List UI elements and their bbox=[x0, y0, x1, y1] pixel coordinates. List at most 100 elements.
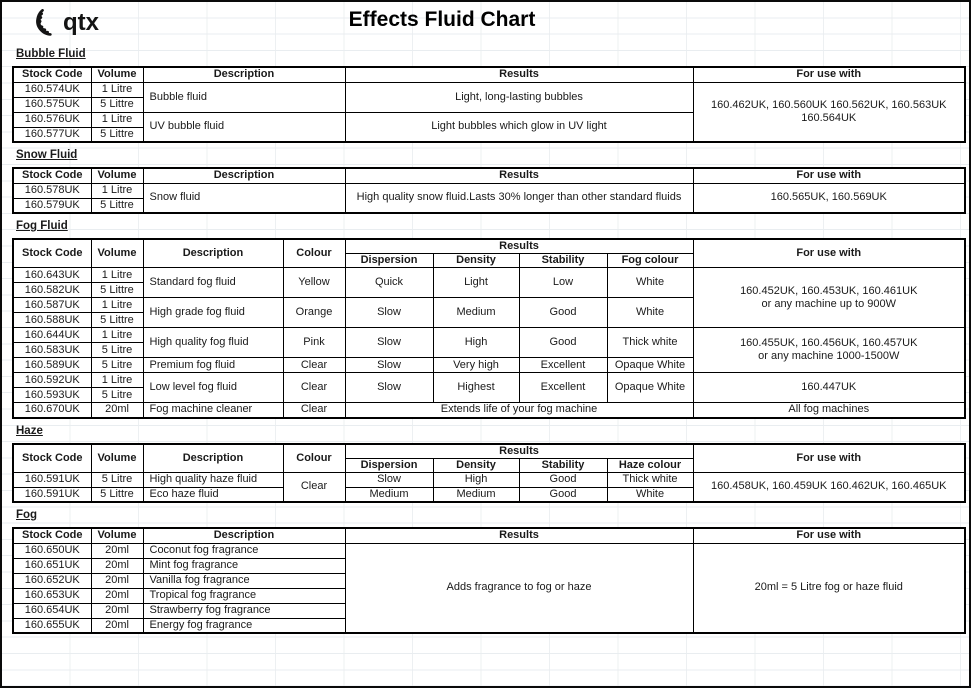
column-header-cell: Stability bbox=[518, 457, 608, 473]
column-header-cell: Results bbox=[344, 238, 694, 254]
table-cell: Low level fog fluid bbox=[142, 372, 284, 403]
section-label: Fog bbox=[16, 509, 38, 521]
table-cell: Coconut fog fragrance bbox=[142, 542, 346, 559]
table-cell: 160.574UK bbox=[12, 81, 92, 98]
section-label: Haze bbox=[16, 424, 43, 437]
table-cell: 20ml = 5 Litre fog or haze fluid bbox=[692, 542, 966, 634]
table-cell: 160.654UK bbox=[12, 602, 92, 619]
table-cell: 160.591UK bbox=[12, 486, 92, 503]
table-cell: 1 Litre bbox=[90, 297, 144, 313]
table-cell: 20ml bbox=[90, 617, 144, 634]
column-header-cell: Stock Code bbox=[12, 167, 92, 184]
column-header-cell: Density bbox=[432, 457, 520, 473]
column-header-cell: For use with bbox=[692, 66, 966, 83]
table-cell: 1 Litre bbox=[90, 327, 144, 343]
table-cell: Mint fog fragrance bbox=[142, 557, 346, 574]
table-cell: Excellent bbox=[518, 372, 608, 403]
header-row: Dispersion Density Stability Haze colour bbox=[13, 457, 965, 473]
table-row: 160.654UK 20ml Strawberry fog fragrance bbox=[12, 602, 965, 619]
column-header-cell: Volume bbox=[90, 167, 144, 184]
table-cell: 20ml bbox=[90, 542, 144, 559]
column-header-cell: Fog colour bbox=[606, 253, 694, 268]
table-cell: 160.593UK bbox=[12, 387, 92, 403]
table-cell: Slow bbox=[344, 471, 434, 488]
sections-container: Bubble Fluid Stock Code Volume Description R… bbox=[2, 42, 969, 634]
table-cell: Good bbox=[518, 297, 608, 328]
column-header-cell: Description bbox=[142, 66, 346, 83]
column-header-cell: For use with bbox=[692, 238, 966, 268]
table-cell: Opaque White bbox=[606, 372, 694, 403]
table-cell: Slow bbox=[344, 297, 434, 328]
table-cell: 5 Litre bbox=[90, 357, 144, 373]
table-cell: Tropical fog fragrance bbox=[142, 587, 346, 604]
section-label: Fog Fluid bbox=[16, 220, 68, 232]
table-cell: Good bbox=[518, 486, 608, 503]
header-row: Stock Code Volume Description Colour Results… bbox=[12, 443, 966, 473]
table-cell: High quality haze fluid bbox=[142, 471, 284, 488]
column-header-cell: Dispersion bbox=[344, 253, 434, 268]
table-cell: All fog machines bbox=[692, 402, 966, 418]
table-cell: High bbox=[432, 327, 520, 358]
product-table: Stock Code Volume Description Results For us… bbox=[12, 527, 966, 634]
product-table: Stock Code Volume Description Results For us… bbox=[12, 167, 966, 214]
table-cell: Strawberry fog fragrance bbox=[142, 602, 346, 619]
header-row: Stock Code Volume Description Results For us… bbox=[12, 167, 966, 184]
column-header-cell: Volume bbox=[90, 443, 144, 473]
table-cell: 160.578UK bbox=[12, 182, 92, 199]
table-row: 160.652UK 20ml Vanilla fog fragrance bbox=[12, 572, 965, 589]
table-cell: Premium fog fluid bbox=[142, 357, 284, 373]
concentric-arcs-icon bbox=[28, 9, 58, 37]
product-table: Stock Code Volume Description Colour Results… bbox=[12, 442, 966, 503]
header-row: Stock Code Volume Description Results For us… bbox=[12, 527, 966, 544]
table-cell: 5 Litre bbox=[90, 471, 144, 488]
table-row: 160.588UK 5 Littre bbox=[12, 312, 965, 328]
table-cell: Slow bbox=[344, 372, 434, 403]
table-cell: 5 Litre bbox=[90, 387, 144, 403]
table-cell: White bbox=[606, 297, 694, 328]
section-label: Bubble Fluid bbox=[16, 48, 86, 60]
column-header-cell: Volume bbox=[90, 238, 144, 268]
table-cell: 20ml bbox=[90, 587, 144, 604]
table-cell: Medium bbox=[432, 297, 520, 328]
table-cell: 160.452UK, 160.453UK, 160.461UK or any ma… bbox=[692, 267, 966, 328]
table-cell: Clear bbox=[282, 357, 346, 373]
table-cell: White bbox=[606, 486, 694, 503]
table-cell: Eco haze fluid bbox=[142, 486, 284, 503]
column-header-cell: Volume bbox=[90, 527, 144, 544]
table-row: 160.651UK 20ml Mint fog fragrance bbox=[12, 557, 965, 574]
table-cell: 160.643UK bbox=[12, 267, 92, 283]
table-cell: 160.455UK, 160.456UK, 160.457UK or any ma… bbox=[692, 327, 966, 373]
table-cell: 5 Littre bbox=[90, 126, 144, 143]
table-cell: 160.462UK, 160.560UK 160.562UK, 160.563U… bbox=[692, 81, 966, 143]
table-cell: Slow bbox=[344, 357, 434, 373]
table-cell: 160.653UK bbox=[12, 587, 92, 604]
table-cell: 160.577UK bbox=[12, 126, 92, 143]
table-cell: 160.670UK bbox=[12, 402, 92, 418]
column-header-cell: Stock Code bbox=[12, 443, 92, 473]
sheet-header: qtx Effects Fluid Chart bbox=[2, 2, 969, 42]
table-cell: 5 Littre bbox=[90, 282, 144, 298]
table-cell: 20ml bbox=[90, 602, 144, 619]
table-row: 160.576UK 1 Litre UV bubble fluid Light bub… bbox=[12, 111, 965, 143]
column-header-cell: Colour bbox=[282, 238, 346, 268]
table-cell: 20ml bbox=[90, 402, 144, 418]
table-cell: Vanilla fog fragrance bbox=[142, 572, 346, 589]
table-cell: 5 Littre bbox=[90, 312, 144, 328]
table-cell: 160.644UK bbox=[12, 327, 92, 343]
table-cell: 160.588UK bbox=[12, 312, 92, 328]
table-cell: Clear bbox=[282, 372, 346, 403]
table-cell: 160.579UK bbox=[12, 197, 92, 214]
table-cell: 160.587UK bbox=[12, 297, 92, 313]
column-header-cell: Stock Code bbox=[12, 527, 92, 544]
table-row: 160.650UK 20ml Coconut fog fragrance Adds f… bbox=[12, 542, 966, 634]
table-cell: Clear bbox=[282, 471, 346, 503]
table-cell: 160.582UK bbox=[12, 282, 92, 298]
column-header-cell: Description bbox=[142, 167, 346, 184]
table-cell: UV bubble fluid bbox=[142, 111, 346, 143]
table-cell: 160.575UK bbox=[12, 96, 92, 113]
column-header-cell: Results bbox=[344, 167, 694, 184]
table-cell: Fog machine cleaner bbox=[142, 402, 284, 418]
table-cell: Orange bbox=[282, 297, 346, 328]
table-cell: 5 Littre bbox=[90, 197, 144, 214]
header-row: Stock Code Volume Description Colour Results… bbox=[12, 238, 966, 268]
